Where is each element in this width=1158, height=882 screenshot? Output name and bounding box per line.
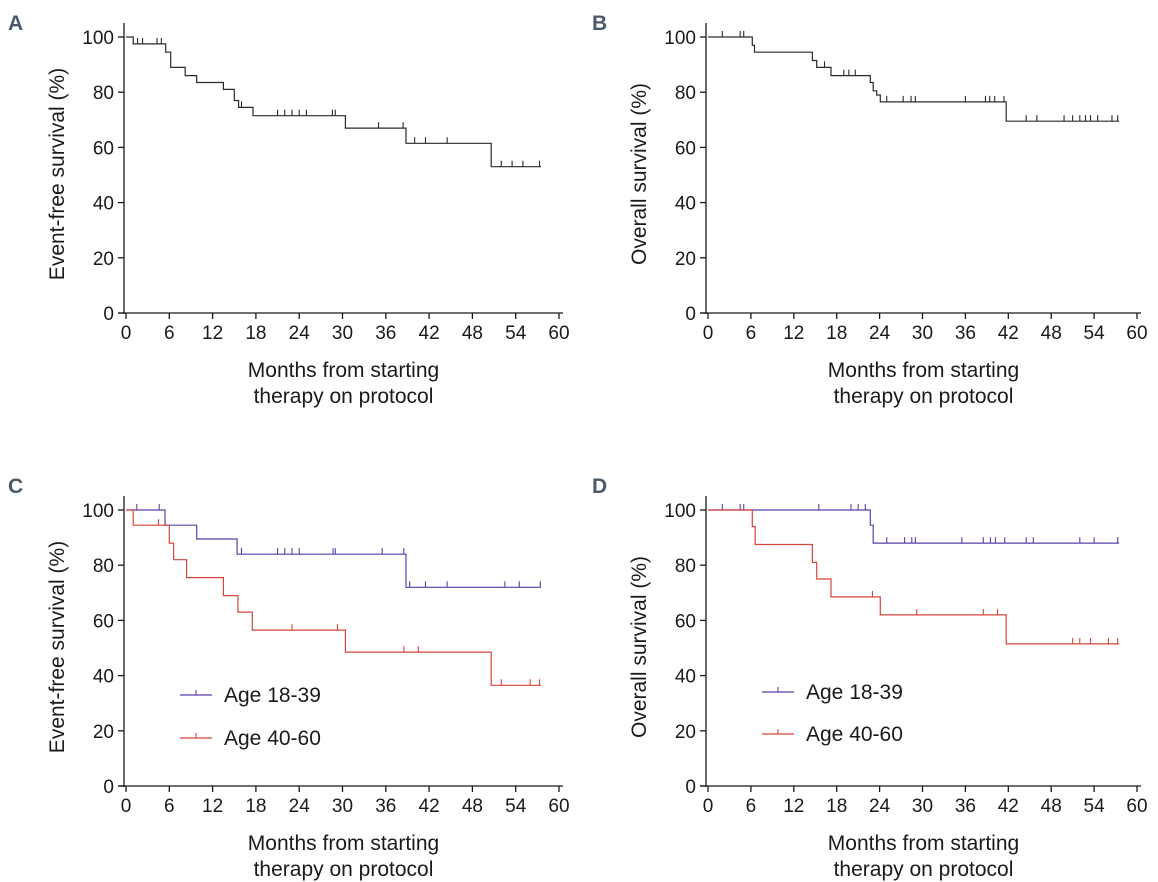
y-tick-label: 60 xyxy=(675,138,696,159)
y-tick-label: 80 xyxy=(675,83,696,104)
x-tick-label: 48 xyxy=(1041,796,1062,817)
survival-curve-1 xyxy=(126,36,541,168)
x-tick-label: 36 xyxy=(955,796,976,817)
x-tick-label: 42 xyxy=(998,796,1019,817)
y-tick-label: 100 xyxy=(664,501,696,522)
x-tick-label: 54 xyxy=(505,323,527,344)
y-axis-title: Event-free survival (%) xyxy=(46,541,69,753)
x-tick-label: 18 xyxy=(826,796,847,817)
x-tick-label: 54 xyxy=(1084,323,1106,344)
survival-curve-2 xyxy=(708,509,1120,645)
x-tick-label: 6 xyxy=(746,323,757,344)
legend-label: Age 40-60 xyxy=(806,723,903,746)
survival-curve-1 xyxy=(708,509,1120,544)
y-tick-label: 100 xyxy=(82,28,114,49)
y-tick-label: 40 xyxy=(675,667,696,688)
x-axis-title: Months from starting xyxy=(828,832,1019,855)
x-tick-label: 12 xyxy=(202,323,223,344)
y-tick-label: 80 xyxy=(93,556,114,577)
y-tick-label: 0 xyxy=(685,777,696,798)
x-tick-label: 48 xyxy=(462,796,483,817)
panel-letter: D xyxy=(592,475,607,498)
x-axis-title: Months from starting xyxy=(828,359,1019,382)
x-tick-label: 0 xyxy=(121,323,132,344)
x-tick-label: 36 xyxy=(955,323,976,344)
survival-curve-1 xyxy=(126,509,541,588)
x-tick-label: 24 xyxy=(869,323,891,344)
x-axis-title: therapy on protocol xyxy=(254,385,434,408)
x-tick-label: 42 xyxy=(419,323,440,344)
y-axis-title: Overall survival (%) xyxy=(628,556,651,738)
x-tick-label: 6 xyxy=(164,323,175,344)
y-axis-title: Overall survival (%) xyxy=(628,83,651,265)
x-tick-label: 30 xyxy=(332,796,353,817)
y-tick-label: 40 xyxy=(675,194,696,215)
y-tick-label: 60 xyxy=(675,611,696,632)
x-axis-title: therapy on protocol xyxy=(834,858,1014,881)
panel-letter: C xyxy=(8,475,23,498)
y-tick-label: 60 xyxy=(93,138,114,159)
y-tick-label: 0 xyxy=(685,304,696,325)
survival-curve-1 xyxy=(708,36,1120,122)
panel-a: A 0 6 12 18 24 30 36 42 48 54 60 0 20 40 60 80 100 Months … xyxy=(8,12,570,408)
panel-letter: A xyxy=(8,12,23,35)
x-axis-title: therapy on protocol xyxy=(834,385,1014,408)
y-tick-label: 100 xyxy=(82,501,114,522)
panel-letter: B xyxy=(592,12,607,35)
y-tick-label: 0 xyxy=(103,304,114,325)
x-tick-label: 18 xyxy=(245,796,266,817)
x-tick-label: 6 xyxy=(164,796,175,817)
x-axis-title: Months from starting xyxy=(248,832,439,855)
y-tick-label: 100 xyxy=(664,28,696,49)
x-tick-label: 54 xyxy=(1084,796,1106,817)
x-tick-label: 12 xyxy=(783,796,804,817)
y-tick-label: 40 xyxy=(93,194,114,215)
legend-label: Age 18-39 xyxy=(224,684,321,707)
panel-c: C 0 6 12 18 24 30 36 42 48 54 60 0 20 40 60 80 100 Months … xyxy=(8,475,570,881)
legend-label: Age 18-39 xyxy=(806,681,903,704)
y-tick-label: 20 xyxy=(675,722,696,743)
x-tick-label: 0 xyxy=(121,796,132,817)
x-tick-label: 30 xyxy=(332,323,353,344)
x-axis-title: Months from starting xyxy=(248,359,439,382)
survival-curve-2 xyxy=(126,509,541,686)
x-tick-label: 24 xyxy=(289,796,311,817)
y-tick-label: 20 xyxy=(675,249,696,270)
x-tick-label: 30 xyxy=(912,796,933,817)
x-tick-label: 60 xyxy=(548,323,569,344)
x-tick-label: 54 xyxy=(505,796,527,817)
x-tick-label: 18 xyxy=(826,323,847,344)
panel-b: B 0 6 12 18 24 30 36 42 48 54 60 0 20 40 60 80 100 Months … xyxy=(592,12,1148,408)
x-tick-label: 24 xyxy=(869,796,891,817)
legend-label: Age 40-60 xyxy=(224,727,321,750)
x-tick-label: 0 xyxy=(703,323,714,344)
x-tick-label: 42 xyxy=(998,323,1019,344)
x-tick-label: 42 xyxy=(419,796,440,817)
x-axis-title: therapy on protocol xyxy=(254,858,434,881)
y-tick-label: 40 xyxy=(93,667,114,688)
y-tick-label: 20 xyxy=(93,249,114,270)
x-tick-label: 18 xyxy=(245,323,266,344)
x-tick-label: 48 xyxy=(1041,323,1062,344)
x-tick-label: 12 xyxy=(202,796,223,817)
y-tick-label: 60 xyxy=(93,611,114,632)
x-tick-label: 48 xyxy=(462,323,483,344)
y-tick-label: 80 xyxy=(93,83,114,104)
x-tick-label: 36 xyxy=(375,796,396,817)
x-tick-label: 60 xyxy=(548,796,569,817)
y-axis-title: Event-free survival (%) xyxy=(46,68,69,280)
x-tick-label: 12 xyxy=(783,323,804,344)
x-tick-label: 60 xyxy=(1126,796,1147,817)
y-tick-label: 0 xyxy=(103,777,114,798)
x-tick-label: 30 xyxy=(912,323,933,344)
x-tick-label: 36 xyxy=(375,323,396,344)
y-tick-label: 80 xyxy=(675,556,696,577)
x-tick-label: 6 xyxy=(746,796,757,817)
x-tick-label: 60 xyxy=(1126,323,1147,344)
x-tick-label: 24 xyxy=(289,323,311,344)
y-tick-label: 20 xyxy=(93,722,114,743)
x-tick-label: 0 xyxy=(703,796,714,817)
panel-d: D 0 6 12 18 24 30 36 42 48 54 60 0 20 40 60 80 100 Months … xyxy=(592,475,1148,881)
